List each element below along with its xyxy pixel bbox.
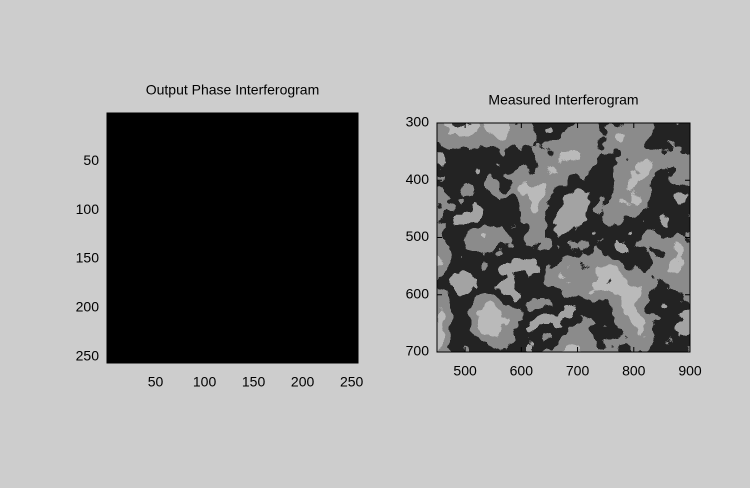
axes: Measured Interferogram 500 600 700 800 900 300… xyxy=(406,92,702,379)
y-tick-label: 500 xyxy=(406,228,430,244)
x-tick-label: 600 xyxy=(510,363,534,379)
image xyxy=(107,113,358,363)
x-tick-label: 250 xyxy=(340,374,364,390)
x-tick-label: 700 xyxy=(566,363,590,379)
x-tick-label: 100 xyxy=(193,374,217,390)
image xyxy=(437,123,690,352)
y-tick-label: 150 xyxy=(76,250,100,266)
x-tick-label: 200 xyxy=(291,374,315,390)
y-tick-label: 600 xyxy=(406,285,430,301)
x-tick-label: 900 xyxy=(678,363,702,379)
axes: Output Phase Interferogram 50 100 150 200 250… xyxy=(76,82,364,390)
y-tick-label: 250 xyxy=(76,347,100,363)
y-tick-label: 400 xyxy=(406,171,430,187)
axes-title: Measured Interferogram xyxy=(488,92,638,108)
axes-box xyxy=(106,112,359,364)
x-tick-label: 800 xyxy=(622,363,646,379)
y-tick-label: 200 xyxy=(76,299,100,315)
y-tick-label: 50 xyxy=(83,152,99,168)
y-tick-label: 700 xyxy=(406,343,430,359)
y-tick-label: 300 xyxy=(406,114,430,130)
y-tick-label: 100 xyxy=(76,201,100,217)
x-tick-label: 50 xyxy=(148,374,164,390)
x-tick-label: 150 xyxy=(242,374,266,390)
x-tick-label: 500 xyxy=(453,363,477,379)
axes-title: Output Phase Interferogram xyxy=(146,82,320,98)
